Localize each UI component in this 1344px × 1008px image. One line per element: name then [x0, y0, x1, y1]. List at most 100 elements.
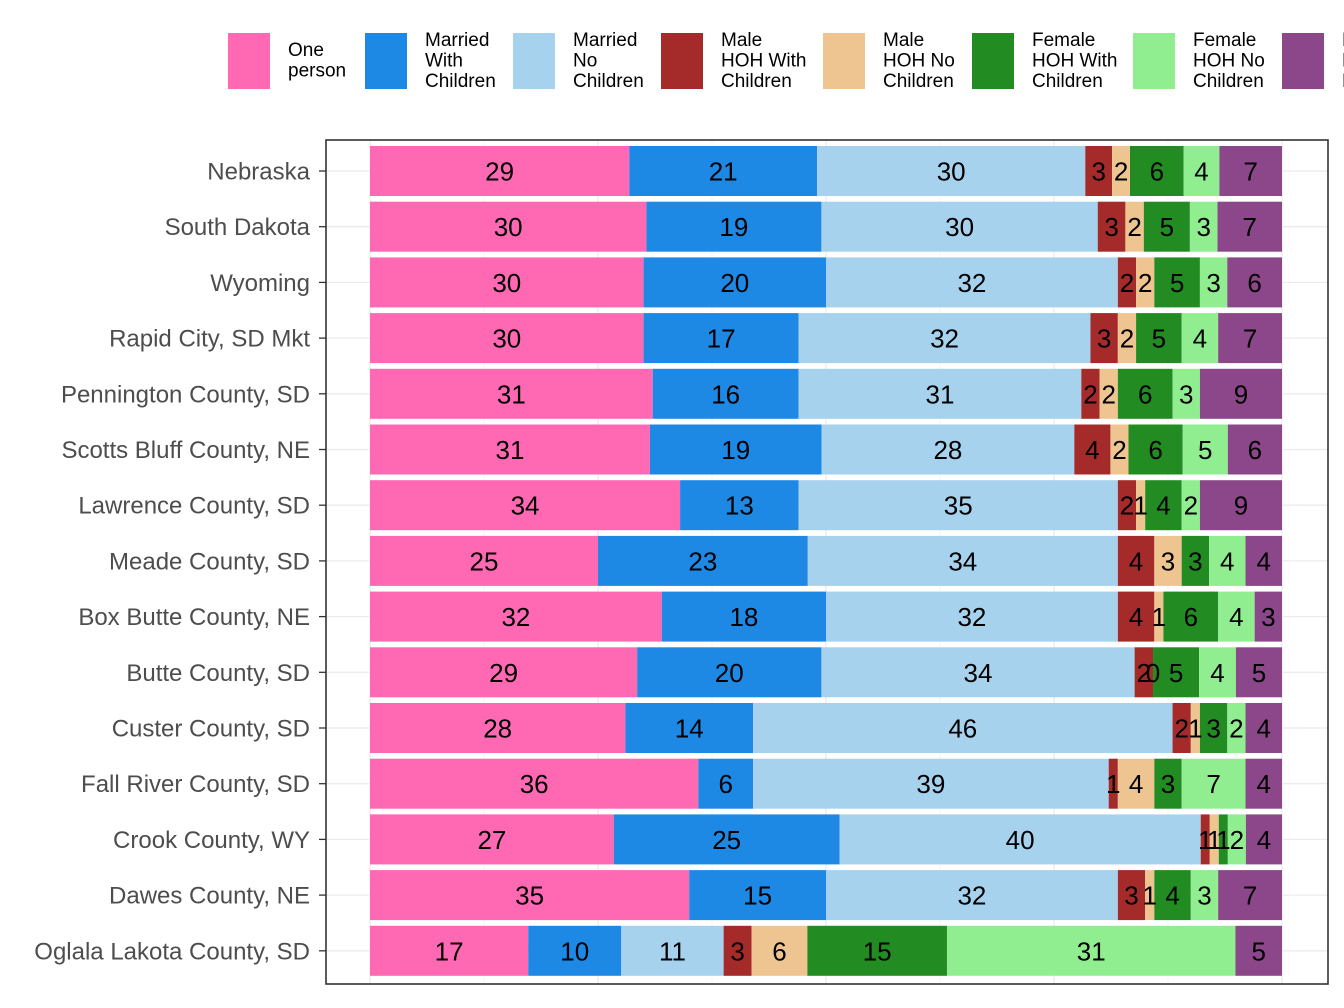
bar-one-person-meade-county-sd	[370, 535, 598, 586]
value-label-female-hoh-with-children-oglala-lakota-county-sd: 15	[863, 936, 892, 966]
legend-label-line: person	[288, 61, 346, 82]
bar-female-hoh-no-children-fall-river-county-sd	[1181, 758, 1246, 809]
bar-one-person-nebraska	[370, 146, 630, 196]
bar-female-hoh-with-children-dawes-county-ne	[1154, 870, 1191, 921]
bar-male-hoh-no-children-fall-river-county-sd	[1117, 758, 1155, 809]
bar-nonfamily-lawrence-county-sd	[1199, 480, 1282, 531]
y-tick-label-rapid-city-sd-mkt: Rapid City, SD Mkt	[109, 326, 310, 353]
legend-label-line: HOH With	[1032, 50, 1118, 71]
bar-male-hoh-with-children-wyoming	[1117, 257, 1137, 308]
value-label-male-hoh-no-children-rapid-city-sd-mkt: 2	[1120, 324, 1134, 354]
value-label-one-person-rapid-city-sd-mkt: 30	[492, 324, 521, 354]
legend-label-line: HOH No	[883, 50, 955, 71]
bar-married-with-children-nebraska	[629, 146, 818, 196]
value-label-married-no-children-nebraska: 30	[937, 157, 966, 187]
value-label-male-hoh-with-children-south-dakota: 3	[1104, 212, 1118, 242]
legend-label-line: Female	[1032, 30, 1095, 51]
bar-married-no-children-crook-county-wy	[839, 814, 1201, 865]
bar-female-hoh-no-children-custer-county-sd	[1227, 703, 1246, 753]
value-label-married-with-children-fall-river-county-sd: 6	[718, 769, 732, 799]
value-label-male-hoh-with-children-butte-county-sd: 2	[1137, 658, 1151, 688]
bar-male-hoh-no-children-crook-county-wy	[1209, 814, 1219, 865]
value-label-male-hoh-no-children-dawes-county-ne: 1	[1143, 881, 1157, 911]
bar-male-hoh-no-children-wyoming	[1136, 257, 1155, 308]
y-tick-label-crook-county-wy: Crook County, WY	[113, 827, 310, 854]
bar-nonfamily-oglala-lakota-county-sd	[1235, 925, 1282, 976]
legend-item-nonfamily: NNN	[1282, 30, 1344, 92]
legend: OnepersonMarriedWithChildrenMarriedNoChi…	[228, 30, 1344, 92]
value-label-male-hoh-no-children-wyoming: 2	[1138, 268, 1152, 298]
value-label-female-hoh-no-children-lawrence-county-sd: 2	[1184, 491, 1198, 521]
value-label-nonfamily-custer-county-sd: 4	[1257, 714, 1271, 744]
value-label-nonfamily-box-butte-county-ne: 3	[1261, 602, 1275, 632]
bar-nonfamily-fall-river-county-sd	[1245, 758, 1282, 809]
value-label-married-no-children-oglala-lakota-county-sd: 11	[659, 936, 686, 966]
bar-male-hoh-no-children-scotts-bluff-county-ne	[1110, 424, 1129, 475]
bar-married-no-children-butte-county-sd	[821, 647, 1135, 698]
bar-married-no-children-custer-county-sd	[753, 703, 1173, 753]
bar-nonfamily-scotts-bluff-county-ne	[1227, 424, 1282, 475]
value-label-one-person-scotts-bluff-county-ne: 31	[495, 435, 524, 465]
value-label-male-hoh-no-children-pennington-county-sd: 2	[1101, 379, 1115, 409]
value-label-nonfamily-nebraska: 7	[1243, 157, 1257, 187]
bar-nonfamily-custer-county-sd	[1245, 703, 1282, 753]
bar-male-hoh-no-children-lawrence-county-sd	[1136, 480, 1146, 531]
bar-male-hoh-with-children-lawrence-county-sd	[1117, 480, 1137, 531]
value-label-male-hoh-no-children-nebraska: 2	[1114, 157, 1128, 187]
y-tick-label-pennington-county-sd: Pennington County, SD	[61, 381, 310, 408]
value-label-male-hoh-with-children-custer-county-sd: 2	[1174, 714, 1188, 744]
value-label-one-person-fall-river-county-sd: 36	[520, 769, 549, 799]
bar-one-person-rapid-city-sd-mkt	[370, 313, 644, 364]
y-tick-label-south-dakota: South Dakota	[165, 214, 311, 241]
value-label-female-hoh-with-children-pennington-county-sd: 6	[1138, 379, 1152, 409]
value-label-female-hoh-with-children-scotts-bluff-county-ne: 6	[1148, 435, 1162, 465]
y-tick-label-dawes-county-ne: Dawes County, NE	[109, 883, 310, 910]
bar-married-no-children-lawrence-county-sd	[798, 480, 1118, 531]
bar-one-person-fall-river-county-sd	[370, 758, 699, 809]
bar-nonfamily-butte-county-sd	[1235, 647, 1282, 698]
y-tick-label-scotts-bluff-county-ne: Scotts Bluff County, NE	[61, 437, 310, 464]
value-label-male-hoh-with-children-nebraska: 3	[1091, 157, 1105, 187]
bar-male-hoh-no-children-pennington-county-sd	[1099, 368, 1118, 419]
bar-one-person-butte-county-sd	[370, 647, 638, 698]
bar-nonfamily-dawes-county-ne	[1218, 870, 1282, 921]
value-label-one-person-meade-county-sd: 25	[470, 546, 499, 576]
bar-female-hoh-with-children-oglala-lakota-county-sd	[807, 925, 947, 976]
value-label-married-with-children-meade-county-sd: 23	[688, 546, 717, 576]
bar-male-hoh-with-children-nebraska	[1085, 146, 1113, 196]
legend-label-line: With	[425, 50, 463, 71]
value-label-nonfamily-pennington-county-sd: 9	[1234, 379, 1248, 409]
bar-married-no-children-wyoming	[826, 257, 1118, 308]
legend-label-line: N	[1342, 30, 1344, 51]
value-label-male-hoh-with-children-box-butte-county-ne: 4	[1129, 602, 1143, 632]
value-label-nonfamily-oglala-lakota-county-sd: 5	[1252, 936, 1266, 966]
bar-female-hoh-no-children-wyoming	[1199, 257, 1228, 308]
legend-label-line: Male	[883, 30, 924, 51]
value-label-female-hoh-with-children-butte-county-sd: 5	[1169, 658, 1183, 688]
y-tick-label-fall-river-county-sd: Fall River County, SD	[81, 771, 310, 798]
bar-female-hoh-with-children-fall-river-county-sd	[1154, 758, 1182, 809]
bar-female-hoh-no-children-rapid-city-sd-mkt	[1181, 313, 1219, 364]
legend-label-line: HOH No	[1193, 50, 1265, 71]
value-label-nonfamily-dawes-county-ne: 7	[1243, 881, 1257, 911]
value-label-female-hoh-no-children-butte-county-sd: 4	[1210, 658, 1224, 688]
bar-female-hoh-no-children-box-butte-county-ne	[1218, 591, 1255, 642]
bar-female-hoh-no-children-meade-county-sd	[1209, 535, 1246, 586]
value-label-married-with-children-pennington-county-sd: 16	[711, 379, 740, 409]
value-label-female-hoh-with-children-meade-county-sd: 3	[1188, 546, 1202, 576]
value-label-nonfamily-crook-county-wy: 4	[1257, 825, 1271, 855]
value-label-one-person-box-butte-county-ne: 32	[501, 602, 530, 632]
value-label-female-hoh-no-children-meade-county-sd: 4	[1220, 546, 1234, 576]
y-tick-label-lawrence-county-sd: Lawrence County, SD	[78, 493, 310, 520]
bar-married-with-children-meade-county-sd	[598, 535, 808, 586]
value-label-male-hoh-with-children-pennington-county-sd: 2	[1083, 379, 1097, 409]
bar-female-hoh-no-children-crook-county-wy	[1227, 814, 1246, 865]
bar-married-with-children-box-butte-county-ne	[661, 591, 826, 642]
bar-female-hoh-with-children-pennington-county-sd	[1117, 368, 1173, 419]
legend-key-nonfamily	[1282, 33, 1324, 89]
value-label-male-hoh-with-children-oglala-lakota-county-sd: 3	[730, 936, 744, 966]
value-label-male-hoh-no-children-butte-county-sd: 0	[1146, 658, 1160, 688]
y-tick-label-butte-county-sd: Butte County, SD	[126, 660, 310, 687]
